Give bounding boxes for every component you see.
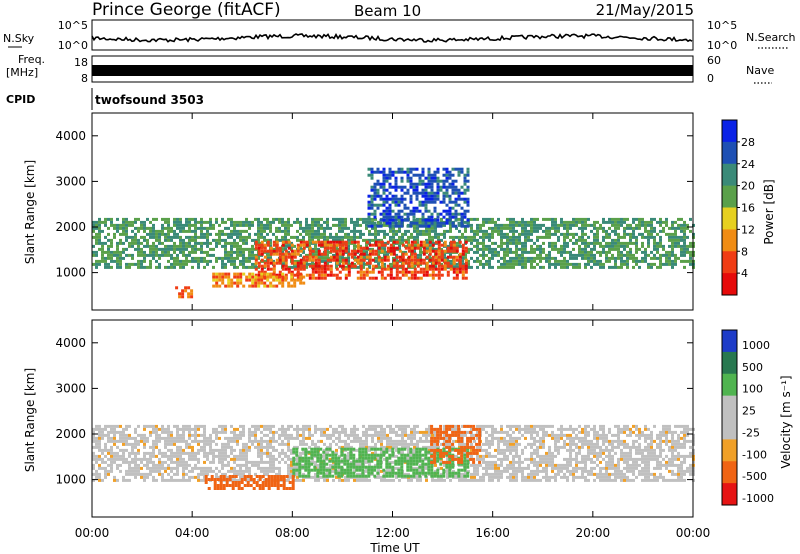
- y-tick-label: 4000: [55, 336, 86, 350]
- velocity-panel-frame: [91, 319, 694, 518]
- velocity-colorbar-swatch: [722, 417, 737, 440]
- x-tick-label: 00:00: [676, 526, 711, 540]
- power-region-1: [254, 240, 468, 280]
- axes-layer: 00:00 04:00 08:00 12:00 16:00 20:00 00:00 1000 1…: [55, 113, 710, 540]
- power-region-2: [212, 272, 306, 288]
- velocity-data-layer: [92, 424, 695, 490]
- nsearch-label: N.Search: [746, 31, 796, 44]
- power-colorbar-tick-label: 8: [741, 245, 748, 258]
- x-tick-label: 16:00: [475, 526, 510, 540]
- velocity-colorbar-tick-label: 100: [742, 383, 763, 396]
- velocity-colorbar-swatch: [722, 330, 737, 353]
- velocity-colorbar-swatch: [722, 461, 737, 484]
- y-tick-label: 4000: [55, 129, 86, 143]
- power-colorbar-tick-label: 24: [741, 158, 755, 171]
- y-tick-label: 2000: [55, 427, 86, 441]
- velocity-colorbar-swatch: [722, 395, 737, 419]
- power-colorbar-label: Power [dB]: [762, 179, 776, 244]
- freq-tick-bottom: 8: [81, 72, 88, 85]
- y-axis-title-velocity: Slant Range [km]: [23, 368, 37, 472]
- freq-label-line1: Freq.: [18, 53, 45, 66]
- x-tick-label: 04:00: [175, 526, 210, 540]
- power-region-4: [367, 167, 470, 228]
- x-tick-label: 12:00: [375, 526, 410, 540]
- power-colorbar-swatch: [722, 273, 737, 296]
- nsky-panel-frame: [91, 19, 694, 51]
- nsky-trace: [91, 33, 693, 43]
- y-axis-title-power: Slant Range [km]: [23, 160, 37, 264]
- x-axis-title: Time UT: [369, 541, 420, 554]
- cpid-value: twofsound 3503: [95, 93, 204, 107]
- y-tick-label: 1000: [55, 266, 86, 280]
- y-tick-label: 2000: [55, 220, 86, 234]
- power-colorbar-swatch: [722, 120, 737, 143]
- power-colorbar-swatch: [722, 185, 737, 209]
- power-colorbar-swatch: [722, 229, 737, 252]
- power-colorbar-swatch: [722, 207, 737, 230]
- power-colorbar-tick-label: 12: [741, 223, 755, 236]
- velocity-region-3: [430, 424, 482, 464]
- velocity-colorbar-swatch: [722, 373, 737, 397]
- station-title: Prince George (fitACF): [92, 0, 281, 20]
- velocity-colorbar-swatch: [722, 483, 737, 506]
- nave-tick-bottom: 0: [707, 72, 714, 85]
- nave-label: Nave: [746, 64, 774, 77]
- velocity-colorbar-frame: [721, 329, 738, 506]
- velocity-colorbar-tick-label: 1000: [742, 339, 770, 352]
- nsearch-tick-bottom: 10^0: [707, 39, 737, 52]
- power-colorbar-swatch: [722, 141, 737, 165]
- power-region-3: [175, 286, 194, 299]
- nsky-label: N.Sky: [3, 32, 35, 45]
- nsearch-tick-top: 10^5: [707, 19, 737, 32]
- velocity-colorbar-tick-label: -25: [742, 426, 760, 439]
- power-colorbar-swatch: [722, 163, 737, 187]
- velocity-colorbar-tick-label: 25: [742, 405, 756, 418]
- velocity-colorbar-swatch: [722, 351, 737, 375]
- power-colorbar-tick-label: 28: [741, 136, 755, 149]
- y-tick-label: 1000: [55, 473, 86, 487]
- x-tick-label: 20:00: [576, 526, 611, 540]
- power-colorbar-tick-label: 16: [741, 202, 755, 215]
- velocity-colorbar-label: Velocity [m s⁻¹]: [779, 375, 793, 468]
- freq-trace: [92, 65, 693, 76]
- nsky-tick-top: 10^5: [58, 19, 88, 32]
- x-tick-label: 08:00: [275, 526, 310, 540]
- power-colorbar-tick-label: 20: [741, 180, 755, 193]
- velocity-colorbar-tick-label: -100: [742, 448, 767, 461]
- velocity-region-2: [204, 475, 295, 490]
- cpid-label: CPID: [6, 93, 35, 106]
- freq-tick-top: 18: [74, 56, 88, 69]
- velocity-colorbar-tick-label: -500: [742, 470, 767, 483]
- velocity-colorbar-tick-label: -1000: [742, 492, 774, 505]
- velocity-colorbar: 1000 500 100 25 -25 -100 -500 -1000: [721, 329, 774, 506]
- beam-label: Beam 10: [354, 2, 421, 20]
- date-label: 21/May/2015: [596, 1, 694, 19]
- y-tick-label: 3000: [55, 174, 86, 188]
- x-tick-label: 00:00: [75, 526, 110, 540]
- power-colorbar: 4 8 12 16 20 24 28: [721, 119, 755, 296]
- power-colorbar-swatch: [722, 251, 737, 274]
- velocity-colorbar-swatch: [722, 439, 737, 462]
- freq-label-line2: [MHz]: [6, 66, 38, 79]
- power-colorbar-tick-label: 4: [741, 267, 748, 280]
- power-data-layer: [92, 167, 695, 299]
- nsky-tick-bottom: 10^0: [58, 39, 88, 52]
- nave-tick-top: 60: [707, 54, 721, 67]
- velocity-colorbar-tick-label: 500: [742, 361, 763, 374]
- y-tick-label: 3000: [55, 381, 86, 395]
- nsky-series-line: [91, 33, 693, 43]
